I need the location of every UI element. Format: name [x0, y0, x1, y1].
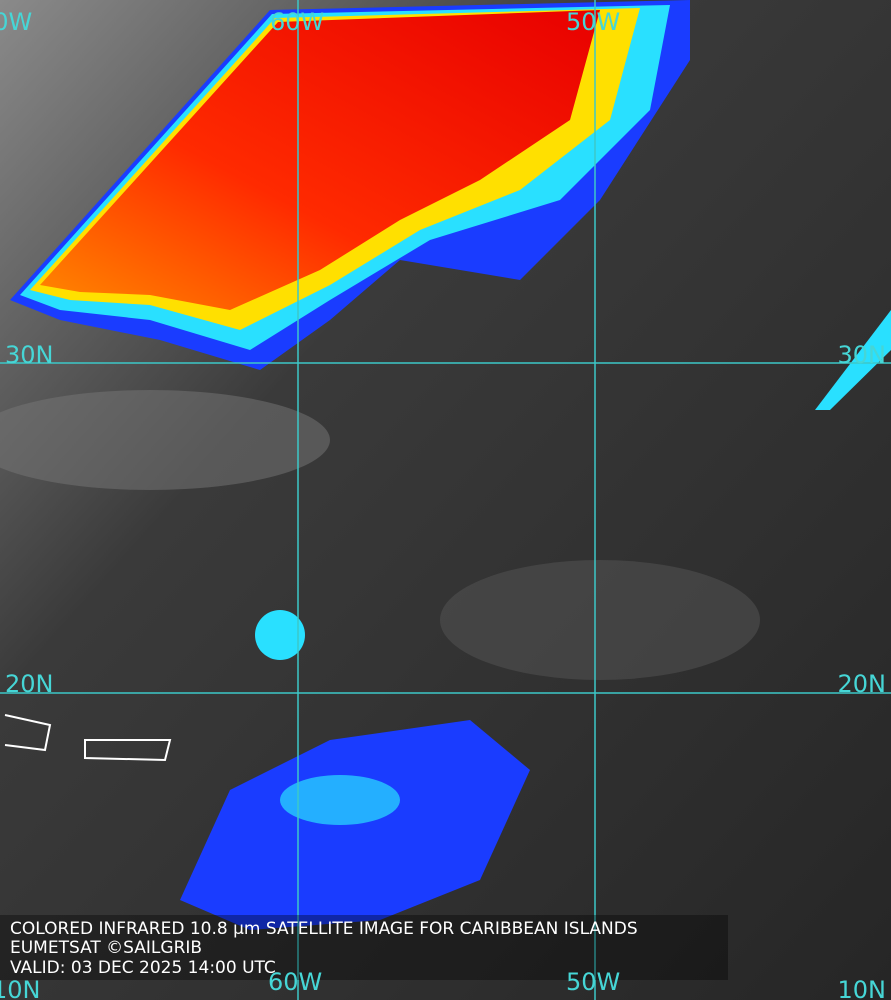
- caption-box: [0, 915, 728, 980]
- cloud-cluster: [180, 720, 530, 930]
- cloud: [440, 560, 760, 680]
- grid-label: 20N: [838, 670, 887, 698]
- grid-label: 10N: [838, 976, 887, 1000]
- grid-label: 10N: [0, 976, 41, 1000]
- coastline: [4, 714, 172, 762]
- grid-label: 60W: [268, 968, 322, 996]
- cloud-band: [40, 10, 600, 310]
- grid-label: 50W: [566, 8, 620, 36]
- grid-label: 50W: [566, 968, 620, 996]
- grid-label: 30N: [5, 341, 54, 369]
- grid-label: 70W: [0, 8, 32, 36]
- grid-label: 30N: [838, 341, 887, 369]
- caption: EUMETSAT ©SAILGRIB: [10, 938, 202, 958]
- caption: COLORED INFRARED 10.8 µm SATELLITE IMAGE…: [10, 919, 638, 939]
- cloud: [0, 390, 330, 490]
- caption: VALID: 03 DEC 2025 14:00 UTC: [10, 958, 276, 978]
- grid-label: 20N: [5, 670, 54, 698]
- cloud-cluster: [815, 310, 891, 410]
- grid-label: 60W: [270, 8, 324, 36]
- cloud-cluster: [280, 775, 400, 825]
- cloud-cluster: [255, 610, 305, 660]
